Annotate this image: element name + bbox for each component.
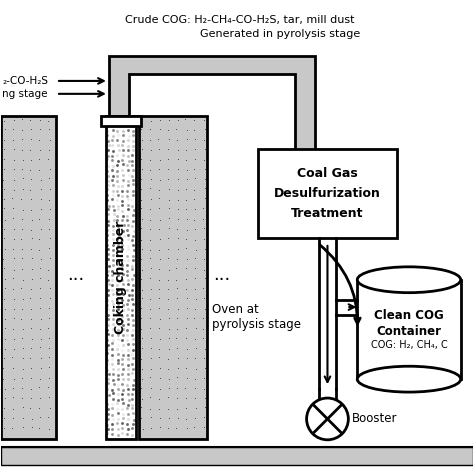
Text: ng stage: ng stage xyxy=(2,89,48,99)
Polygon shape xyxy=(1,447,473,465)
Polygon shape xyxy=(106,116,136,439)
Text: ...: ... xyxy=(67,266,84,284)
Text: pyrolysis stage: pyrolysis stage xyxy=(212,318,301,331)
Ellipse shape xyxy=(357,267,461,292)
Text: Coal Gas
Desulfurization
Treatment: Coal Gas Desulfurization Treatment xyxy=(274,167,381,220)
Polygon shape xyxy=(109,56,315,158)
Text: Generated in pyrolysis stage: Generated in pyrolysis stage xyxy=(200,29,360,39)
Text: Coking chamber: Coking chamber xyxy=(114,220,127,334)
Text: ...: ... xyxy=(213,266,231,284)
Polygon shape xyxy=(101,116,141,126)
Text: Clean COG: Clean COG xyxy=(374,309,444,322)
Text: Oven at: Oven at xyxy=(212,303,259,316)
Polygon shape xyxy=(287,158,322,178)
Text: Crude COG: H₂-CH₄-CO-H₂S, tar, mill dust: Crude COG: H₂-CH₄-CO-H₂S, tar, mill dust xyxy=(125,15,355,25)
Polygon shape xyxy=(1,116,56,439)
Polygon shape xyxy=(258,148,397,238)
Ellipse shape xyxy=(357,366,461,392)
Text: ₂-CO-H₂S: ₂-CO-H₂S xyxy=(2,76,48,86)
Polygon shape xyxy=(138,116,207,439)
Polygon shape xyxy=(357,280,461,379)
Text: COG: H₂, CH₄, C: COG: H₂, CH₄, C xyxy=(371,340,447,350)
Circle shape xyxy=(307,398,348,440)
Text: Container: Container xyxy=(376,325,441,338)
Text: Booster: Booster xyxy=(352,412,398,426)
